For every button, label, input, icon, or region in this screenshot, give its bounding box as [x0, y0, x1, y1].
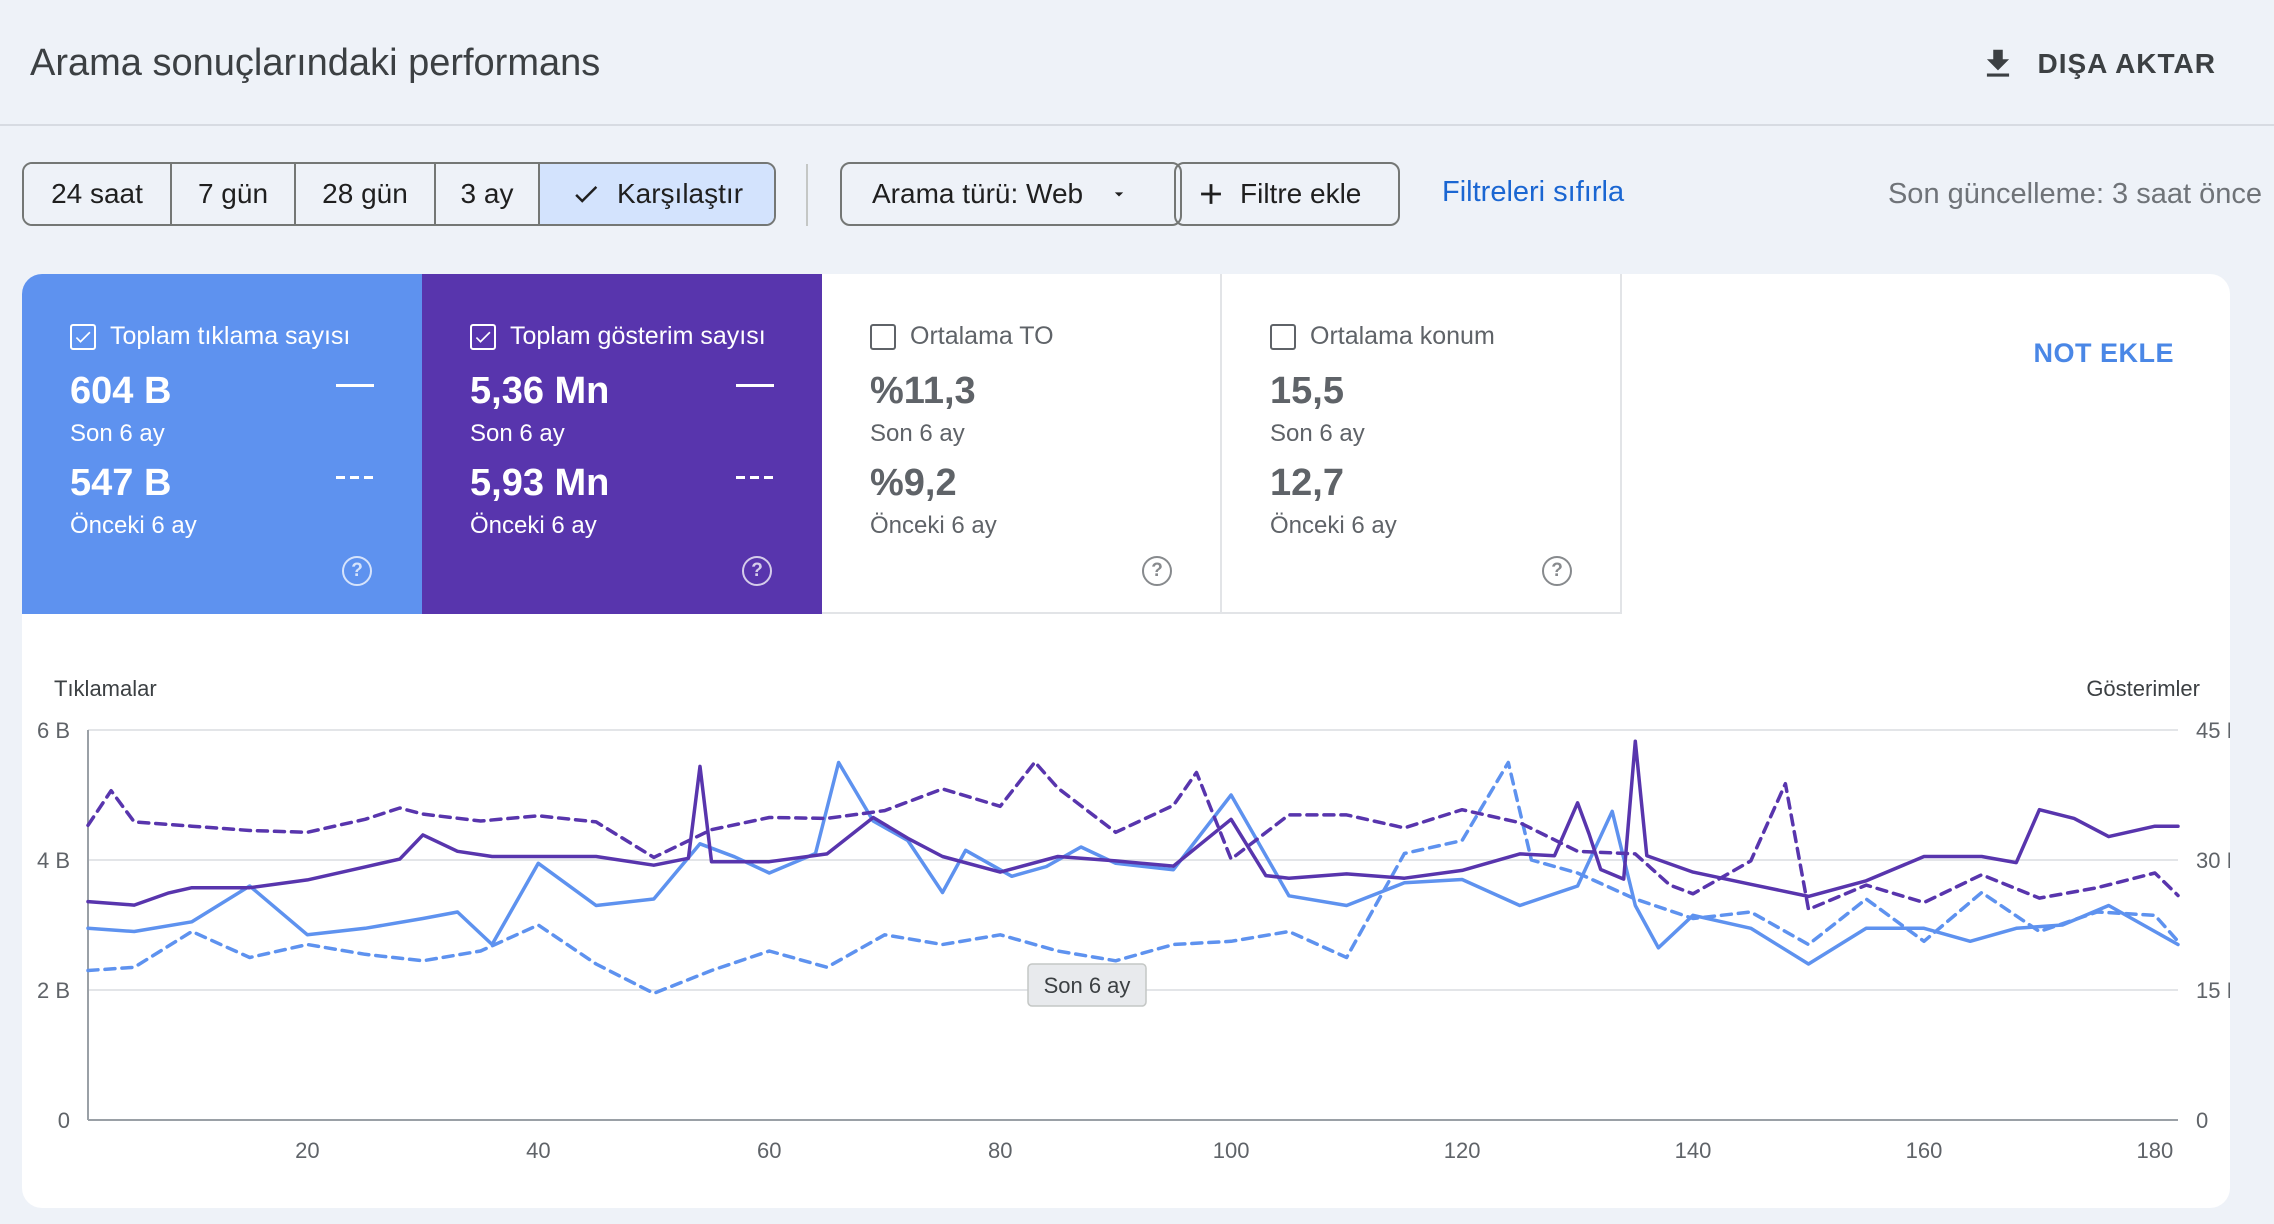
x-tick-label: 140 [1675, 1138, 1712, 1163]
y-left-tick-label: 4 B [37, 848, 70, 873]
range-7d-button[interactable]: 7 gün [172, 164, 296, 224]
tooltip-box [1027, 963, 1147, 1007]
y-left-tick-label: 0 [58, 1108, 70, 1133]
page-title: Arama sonuçlarındaki performans [30, 42, 601, 84]
metric-period-current: Son 6 ay [470, 420, 565, 447]
y-right-tick-label: 30 B [2196, 848, 2230, 873]
compare-label: Karşılaştır [616, 178, 744, 209]
metric-value-current: %11,3 [870, 370, 976, 412]
metric-value-current: 5,36 Mn [470, 370, 610, 412]
y-right-axis-label: Gösterimler [2086, 676, 2200, 701]
x-tick-label: 120 [1444, 1138, 1481, 1163]
metric-label: Toplam tıklama sayısı [110, 322, 351, 350]
solid-line-legend-icon [736, 384, 774, 387]
x-tick-label: 100 [1213, 1138, 1250, 1163]
help-icon[interactable]: ? [1542, 556, 1572, 586]
metric-label: Ortalama TO [910, 322, 1054, 350]
metric-header: Toplam tıklama sayısı [70, 322, 350, 351]
metric-label: Ortalama konum [1310, 322, 1495, 350]
checkbox-checked-icon[interactable] [70, 323, 96, 350]
compare-button[interactable]: Karşılaştır [540, 164, 774, 224]
dashed-line-legend-icon [336, 476, 374, 479]
series-line-right-solid [86, 739, 2180, 907]
reset-filters-link[interactable]: Filtreleri sıfırla [1442, 176, 1625, 208]
dropdown-arrow-icon [1114, 192, 1124, 197]
date-range-selector: 24 saat 7 gün 28 gün 3 ay Karşılaştır [22, 162, 776, 226]
range-3m-button[interactable]: 3 ay [436, 164, 540, 224]
toolbar-divider [806, 164, 808, 226]
x-tick-label: 80 [988, 1138, 1012, 1163]
chart-tooltip: Son 6 ay [1027, 963, 1147, 1007]
metric-period-previous: Önceki 6 ay [470, 512, 597, 539]
check-icon [575, 186, 598, 203]
x-tick-label: 60 [757, 1138, 781, 1163]
add-note-button[interactable]: NOT EKLE [2033, 338, 2174, 368]
help-icon[interactable]: ? [1142, 556, 1172, 586]
y-right-tick-label: 45 B [2196, 718, 2230, 743]
metric-card-clicks[interactable]: Toplam tıklama sayısı 604 B Son 6 ay 547… [22, 274, 422, 614]
help-icon[interactable]: ? [742, 556, 772, 586]
last-update-text: Son güncelleme: 3 saat önce [1887, 178, 2262, 210]
range-28d-button[interactable]: 28 gün [296, 164, 436, 224]
metric-value-previous: 5,93 Mn [470, 462, 610, 504]
metric-card-position[interactable]: Ortalama konum 15,5 Son 6 ay 12,7 Önceki… [1222, 274, 1622, 614]
y-left-axis-label: Tıklamalar [54, 676, 157, 701]
y-left-tick-label: 2 B [37, 978, 70, 1003]
metric-card-impressions[interactable]: Toplam gösterim sayısı 5,36 Mn Son 6 ay … [422, 274, 822, 614]
metric-value-previous: 547 B [70, 462, 172, 504]
x-tick-label: 40 [526, 1138, 550, 1163]
metric-card-ctr[interactable]: Ortalama TO %11,3 Son 6 ay %9,2 Önceki 6… [822, 274, 1222, 614]
download-icon [1987, 49, 2010, 77]
series-line-left-solid [86, 760, 2180, 966]
y-right-tick-label: 0 [2196, 1108, 2208, 1133]
search-type-label: Arama türü: Web [872, 178, 1084, 209]
metric-period-previous: Önceki 6 ay [70, 512, 197, 539]
metric-period-current: Son 6 ay [870, 420, 965, 447]
metric-value-current: 604 B [70, 370, 172, 412]
checkbox-checked-icon[interactable] [470, 323, 496, 350]
metric-period-previous: Önceki 6 ay [870, 512, 997, 539]
checkbox-unchecked-icon[interactable] [870, 323, 896, 350]
metric-period-previous: Önceki 6 ay [1270, 512, 1397, 539]
performance-chart[interactable]: Tıklamalar Gösterimler 6 B 4 B 2 B 0 45 B 30 … [22, 646, 2230, 1208]
help-icon[interactable]: ? [342, 556, 372, 586]
x-tick-label: 180 [2137, 1138, 2174, 1163]
y-right-tick-label: 15 B [2196, 978, 2230, 1003]
export-button[interactable]: DIŞA AKTAR [1979, 40, 2216, 88]
export-label: DIŞA AKTAR [2037, 48, 2216, 79]
chart-grid: 6 B 4 B 2 B 0 45 B 30 B 15 B 0 20 40 60 80 100 120 140… [37, 718, 2230, 1163]
metric-value-previous: 12,7 [1270, 462, 1344, 504]
metric-header: Ortalama TO [870, 322, 1054, 351]
series-line-right-dashed [86, 760, 2180, 912]
page-header: Arama sonuçlarındaki performans DIŞA AKT… [0, 0, 2274, 126]
chart-series [86, 739, 2180, 996]
plus-icon [1201, 184, 1221, 204]
add-filter-button[interactable]: Filtre ekle [1174, 162, 1400, 226]
series-line-left-dashed [86, 760, 2180, 996]
metric-value-current: 15,5 [1270, 370, 1344, 412]
tooltip-text: Son 6 ay [1044, 973, 1131, 998]
metric-header: Toplam gösterim sayısı [470, 322, 766, 351]
search-type-dropdown[interactable]: Arama türü: Web [840, 162, 1182, 226]
date-filter-toolbar: 24 saat 7 gün 28 gün 3 ay Karşılaştır Ar… [22, 162, 2262, 226]
metric-period-current: Son 6 ay [70, 420, 165, 447]
checkbox-unchecked-icon[interactable] [1270, 323, 1296, 350]
performance-card: Toplam tıklama sayısı 604 B Son 6 ay 547… [22, 274, 2230, 1208]
y-left-tick-label: 6 B [37, 718, 70, 743]
x-tick-label: 160 [1906, 1138, 1943, 1163]
add-filter-label: Filtre ekle [1240, 178, 1362, 209]
solid-line-legend-icon [336, 384, 374, 387]
dashed-line-legend-icon [736, 476, 774, 479]
metric-value-previous: %9,2 [870, 462, 957, 504]
range-24h-button[interactable]: 24 saat [24, 164, 172, 224]
x-tick-label: 20 [295, 1138, 319, 1163]
metric-label: Toplam gösterim sayısı [510, 322, 766, 350]
metric-header: Ortalama konum [1270, 322, 1495, 351]
metric-period-current: Son 6 ay [1270, 420, 1365, 447]
